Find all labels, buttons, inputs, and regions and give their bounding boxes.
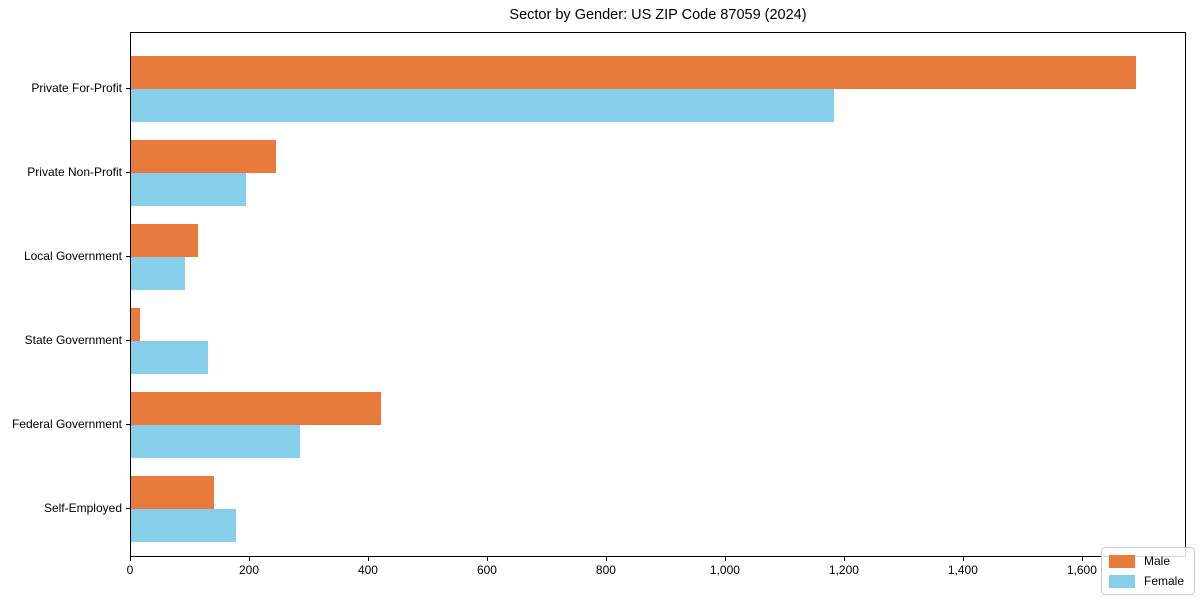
bar-female-self-employed (131, 509, 236, 542)
bar-male-self-employed (131, 476, 214, 509)
x-tick-mark (962, 557, 964, 561)
y-tick-mark (126, 172, 130, 173)
x-tick-mark (605, 557, 607, 561)
bar-female-state-government (131, 341, 209, 374)
chart-title: Sector by Gender: US ZIP Code 87059 (202… (509, 7, 807, 23)
legend-item-male: Male (1108, 554, 1184, 568)
bar-male-federal-government (131, 392, 382, 425)
x-tick-label-0: 0 (126, 563, 134, 577)
bar-male-local-government (131, 224, 198, 257)
x-tick-label-1-400: 1,400 (947, 563, 978, 577)
bar-female-federal-government (131, 425, 300, 458)
x-tick-mark (1081, 557, 1083, 561)
x-tick-mark (843, 557, 845, 561)
x-tick-mark (724, 557, 726, 561)
y-tick-mark (126, 256, 130, 257)
legend-item-female: Female (1108, 574, 1184, 588)
x-tick-mark (248, 557, 250, 561)
legend-swatch-male (1108, 554, 1135, 568)
y-tick-mark (126, 508, 130, 509)
y-tick-mark (126, 424, 130, 425)
y-tick-mark (126, 340, 130, 341)
y-tick-label-self-employed: Self-Employed (43, 501, 122, 515)
legend-label-male: Male (1143, 554, 1170, 568)
bar-female-private-for-profit (131, 89, 834, 122)
x-tick-mark (130, 557, 131, 561)
bar-male-private-for-profit (131, 56, 1137, 89)
x-tick-label-200: 200 (238, 563, 259, 577)
x-tick-label-1-000: 1,000 (709, 563, 740, 577)
x-tick-label-600: 600 (476, 563, 497, 577)
y-tick-label-federal-government: Federal Government (11, 417, 122, 431)
bar-male-private-non-profit (131, 140, 276, 173)
bar-male-state-government (131, 308, 140, 341)
x-tick-mark (367, 557, 369, 561)
x-tick-mark (486, 557, 488, 561)
x-tick-label-1-600: 1,600 (1066, 563, 1097, 577)
x-tick-label-800: 800 (595, 563, 616, 577)
bar-female-local-government (131, 257, 186, 290)
y-tick-mark (126, 88, 130, 89)
legend: Male Female (1100, 547, 1195, 595)
legend-swatch-female (1108, 574, 1135, 588)
y-tick-label-private-non-profit: Private Non-Profit (27, 165, 122, 179)
legend-label-female: Female (1143, 574, 1184, 588)
y-tick-label-state-government: State Government (24, 333, 122, 347)
y-tick-label-local-government: Local Government (23, 249, 122, 263)
y-tick-label-private-for-profit: Private For-Profit (31, 81, 122, 95)
x-tick-label-400: 400 (357, 563, 378, 577)
plot-area (130, 32, 1186, 557)
x-tick-label-1-200: 1,200 (828, 563, 859, 577)
bar-female-private-non-profit (131, 173, 247, 206)
